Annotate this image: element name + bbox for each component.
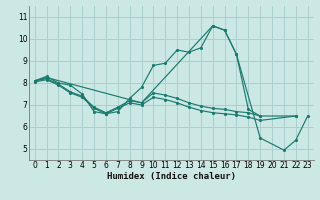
X-axis label: Humidex (Indice chaleur): Humidex (Indice chaleur) (107, 172, 236, 181)
